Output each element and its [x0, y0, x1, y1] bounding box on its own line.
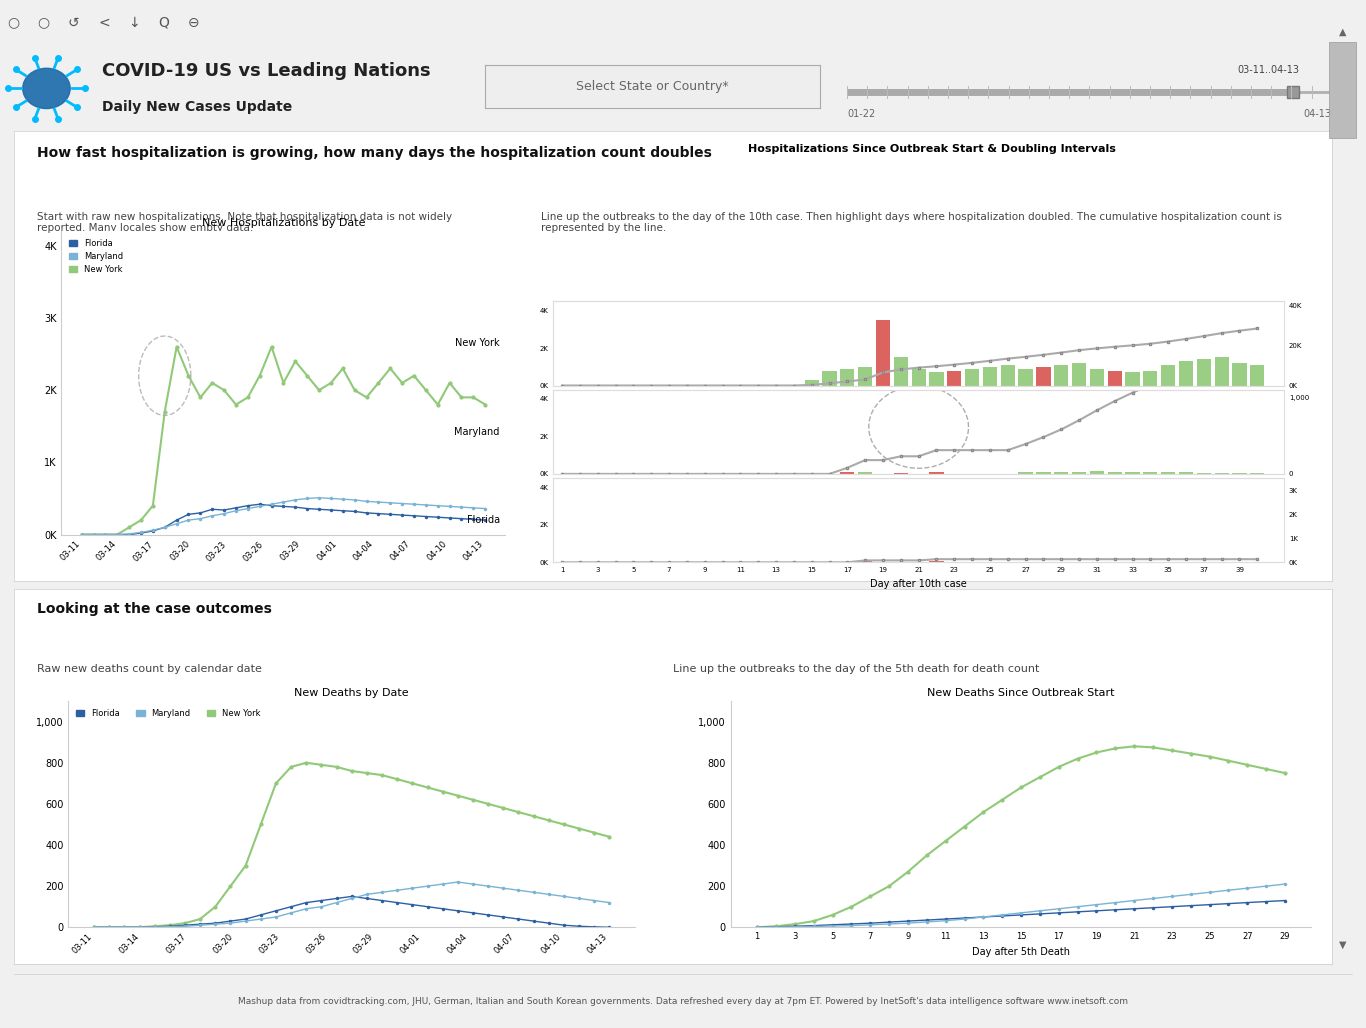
Bar	[1126, 472, 1139, 474]
Bar	[876, 320, 891, 386]
Text: ⊖: ⊖	[189, 15, 199, 30]
Text: Q: Q	[158, 15, 169, 30]
Text: ○: ○	[8, 15, 19, 30]
Bar	[947, 370, 962, 386]
X-axis label: Day after 10th case: Day after 10th case	[870, 579, 967, 589]
X-axis label: Day after 5th Death: Day after 5th Death	[973, 947, 1070, 957]
Bar	[1001, 365, 1015, 386]
Text: How fast hospitalization is growing, how many days the hospitalization count dou: How fast hospitalization is growing, how…	[37, 146, 712, 160]
Bar	[929, 372, 944, 386]
Bar	[1037, 367, 1050, 386]
Bar	[1329, 41, 1356, 138]
Text: Line up the outbreaks to the day of the 10th case. Then highlight days where hos: Line up the outbreaks to the day of the …	[541, 212, 1281, 233]
Text: ▼: ▼	[1339, 940, 1347, 950]
Bar	[911, 369, 926, 386]
Bar	[858, 472, 873, 474]
Bar	[840, 369, 855, 386]
Bar	[1232, 363, 1247, 386]
Bar	[1179, 473, 1193, 474]
Text: Mashup data from covidtracking.com, JHU, German, Italian and South Korean govern: Mashup data from covidtracking.com, JHU,…	[238, 997, 1128, 1006]
Bar	[1143, 472, 1157, 474]
Bar	[1250, 365, 1265, 386]
Bar	[1161, 472, 1175, 474]
Text: Start with raw new hospitalizations. Note that hospitalization data is not widel: Start with raw new hospitalizations. Not…	[37, 212, 452, 233]
Bar	[1037, 472, 1050, 474]
Text: Line up the outbreaks to the day of the 5th death for death count: Line up the outbreaks to the day of the …	[672, 664, 1040, 674]
Bar	[1090, 369, 1104, 386]
Bar	[1019, 473, 1033, 474]
Bar	[1055, 365, 1068, 386]
Text: Daily New Cases Update: Daily New Cases Update	[102, 101, 292, 114]
Text: 04-13: 04-13	[1305, 109, 1332, 118]
Bar	[822, 370, 836, 386]
Text: ○: ○	[38, 15, 49, 30]
Text: Raw new deaths count by calendar date: Raw new deaths count by calendar date	[37, 664, 262, 674]
Text: ↓: ↓	[128, 15, 139, 30]
Text: <: <	[98, 15, 109, 30]
Bar	[858, 561, 873, 562]
Bar	[1197, 359, 1212, 386]
Bar	[1179, 361, 1193, 386]
Text: COVID-19 US vs Leading Nations: COVID-19 US vs Leading Nations	[102, 63, 432, 80]
Bar	[1161, 365, 1175, 386]
Bar	[1072, 472, 1086, 474]
Bar	[1214, 473, 1229, 474]
Bar	[893, 358, 908, 386]
Text: Hospitalizations Since Outbreak Start & Doubling Intervals: Hospitalizations Since Outbreak Start & …	[749, 144, 1116, 154]
Text: Florida: Florida	[467, 515, 500, 525]
Bar	[1090, 472, 1104, 474]
Bar	[982, 367, 997, 386]
Text: ↺: ↺	[68, 15, 79, 30]
Title: New Deaths by Date: New Deaths by Date	[295, 688, 408, 698]
Bar	[1072, 363, 1086, 386]
Bar	[1055, 472, 1068, 474]
Bar	[1019, 369, 1033, 386]
Bar	[840, 473, 855, 474]
Text: Maryland: Maryland	[455, 427, 500, 437]
Text: 03-11..04-13: 03-11..04-13	[1238, 65, 1300, 75]
Bar	[1143, 370, 1157, 386]
Circle shape	[23, 68, 70, 109]
Bar	[858, 367, 873, 386]
Bar	[929, 473, 944, 474]
Text: Select State or Country*: Select State or Country*	[576, 80, 728, 93]
Text: 01-22: 01-22	[847, 109, 876, 118]
Bar	[964, 369, 979, 386]
Legend: Florida, Maryland, New York: Florida, Maryland, New York	[72, 705, 264, 721]
Text: New York: New York	[455, 338, 500, 348]
Title: New Hospitalizations by Date: New Hospitalizations by Date	[202, 218, 365, 228]
Text: ▲: ▲	[1339, 27, 1347, 37]
Title: New Deaths Since Outbreak Start: New Deaths Since Outbreak Start	[928, 688, 1115, 698]
Bar	[805, 380, 818, 386]
Bar	[1197, 473, 1212, 474]
Bar	[1214, 358, 1229, 386]
Bar	[1108, 472, 1121, 474]
Legend: Florida, Maryland, New York: Florida, Maryland, New York	[66, 235, 127, 278]
Bar	[1108, 370, 1121, 386]
Text: Looking at the case outcomes: Looking at the case outcomes	[37, 602, 272, 616]
Bar	[1126, 372, 1139, 386]
